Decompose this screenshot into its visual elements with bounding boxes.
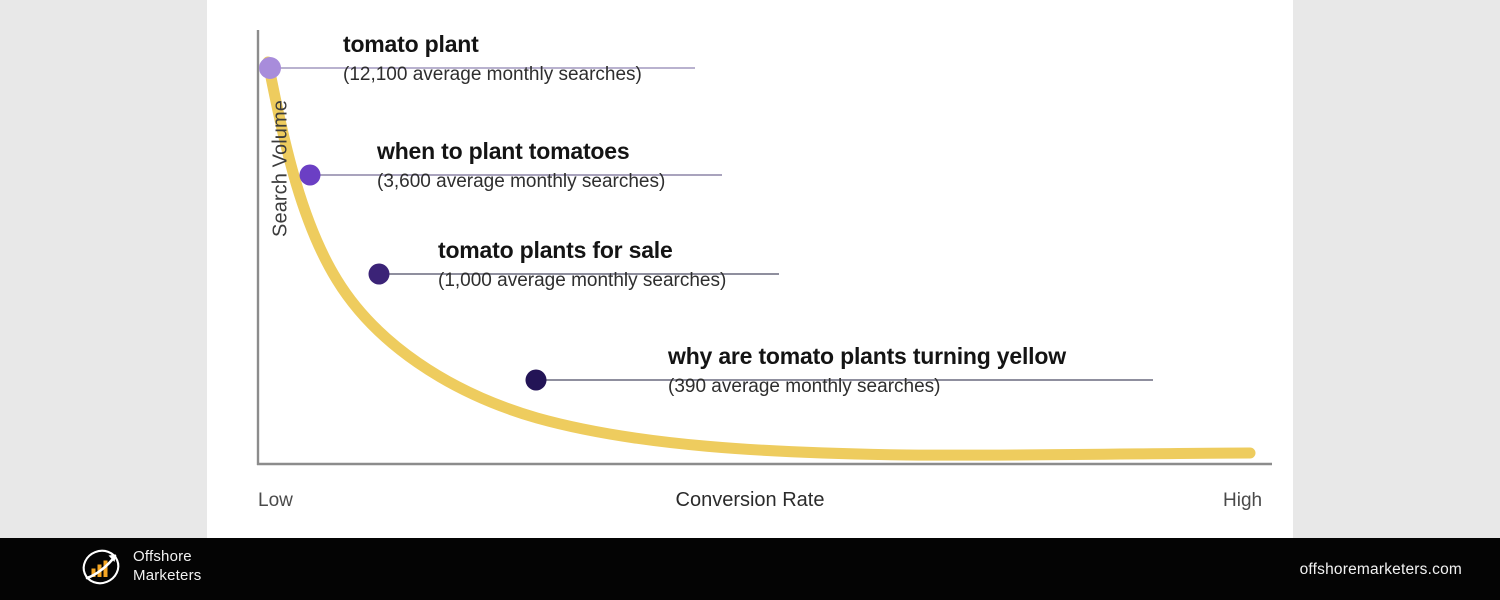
annotation-4-keyword: why are tomato plants turning yellow xyxy=(668,343,1066,369)
brand-name: Offshore Marketers xyxy=(133,548,201,586)
brand-name-line2: Marketers xyxy=(133,567,202,584)
annotation-1: tomato plant (12,100 average monthly sea… xyxy=(343,31,642,85)
search-volume-curve xyxy=(262,56,1256,461)
offshore-marketers-logo-icon xyxy=(82,549,120,585)
site-url[interactable]: offshoremarketers.com xyxy=(1299,561,1462,578)
chart-panel: Search Volume tomato plant (12,100 avera… xyxy=(207,0,1293,538)
annotation-3-keyword: tomato plants for sale xyxy=(438,237,673,263)
brand-name-line1: Offshore xyxy=(133,548,192,566)
data-point-when-to-plant-tomatoes[interactable] xyxy=(299,164,321,186)
brand-logo[interactable]: Offshore Marketers xyxy=(78,544,201,590)
annotation-3-volume: (1,000 average monthly searches) xyxy=(438,270,727,291)
annotation-2: when to plant tomatoes (3,600 average mo… xyxy=(377,138,666,192)
annotation-1-volume: (12,100 average monthly searches) xyxy=(343,64,642,85)
x-axis-title: Conversion Rate xyxy=(675,489,825,511)
data-point-why-are-tomato-plants-turning-yellow[interactable] xyxy=(525,369,547,391)
annotation-2-keyword: when to plant tomatoes xyxy=(377,138,630,164)
x-axis-tick-high: High xyxy=(1223,490,1263,511)
data-point-tomato-plants-for-sale[interactable] xyxy=(368,263,390,285)
data-point-tomato-plant[interactable] xyxy=(259,57,281,79)
y-axis-title: Search Volume xyxy=(269,100,292,237)
footer-bar xyxy=(0,538,1500,600)
annotation-4: why are tomato plants turning yellow (39… xyxy=(668,343,1066,397)
annotation-2-volume: (3,600 average monthly searches) xyxy=(377,171,666,192)
x-axis-tick-low: Low xyxy=(258,490,293,511)
annotation-3: tomato plants for sale (1,000 average mo… xyxy=(438,237,727,291)
chart-svg xyxy=(256,30,1272,466)
annotation-4-volume: (390 average monthly searches) xyxy=(668,376,941,397)
annotation-1-keyword: tomato plant xyxy=(343,31,479,57)
